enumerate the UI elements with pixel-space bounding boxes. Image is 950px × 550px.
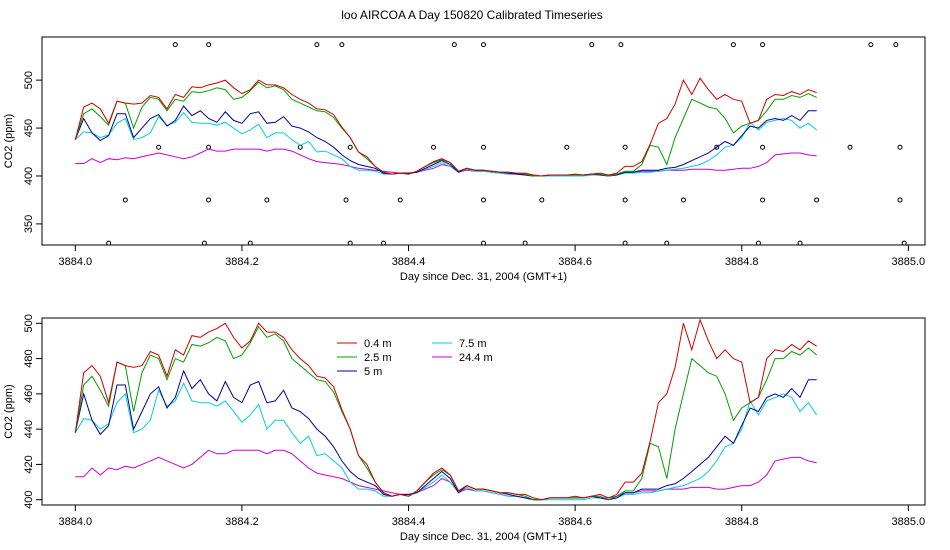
series-line-0-4-m bbox=[74, 77, 817, 177]
calibration-point bbox=[347, 144, 353, 150]
calibration-point bbox=[206, 197, 212, 203]
x-tick-label: 3885.0 bbox=[892, 516, 926, 528]
calibration-point bbox=[755, 240, 761, 245]
plot-frame bbox=[41, 36, 926, 246]
calibration-point bbox=[347, 240, 353, 245]
calibration-point bbox=[814, 197, 820, 203]
calibration-point bbox=[264, 197, 270, 203]
series-line-24-4-m bbox=[75, 148, 817, 177]
x-axis-label: Day since Dec. 31, 2004 (GMT+1) bbox=[400, 271, 567, 283]
legend-label: 0.4 m bbox=[364, 338, 392, 350]
y-axis-label: CO2 (ppm) bbox=[3, 384, 15, 438]
calibration-point bbox=[172, 42, 178, 48]
calibration-point bbox=[714, 144, 720, 150]
calibration-point bbox=[897, 144, 903, 150]
y-tick-label: 450 bbox=[23, 119, 35, 137]
y-tick-label: 500 bbox=[23, 314, 35, 332]
x-tick-label: 3884.8 bbox=[725, 256, 759, 268]
calibration-point bbox=[589, 42, 595, 48]
calibration-point bbox=[247, 240, 253, 245]
x-tick-label: 3884.2 bbox=[225, 516, 259, 528]
calibration-point bbox=[339, 42, 345, 48]
calibration-point bbox=[622, 144, 628, 150]
series-line-2-5-m bbox=[74, 325, 818, 501]
legend: 0.4 m 2.5 m 5 m 7.5 m 24.4 m bbox=[337, 338, 493, 378]
legend-label: 2.5 m bbox=[364, 352, 392, 364]
x-tick-label: 3884.8 bbox=[725, 516, 759, 528]
y-tick-label: 350 bbox=[23, 215, 35, 233]
x-tick-label: 3884.4 bbox=[392, 516, 426, 528]
calibration-point bbox=[564, 144, 570, 150]
x-tick-label: 3884.0 bbox=[58, 256, 92, 268]
series-line-5-m bbox=[74, 369, 817, 501]
calibration-point bbox=[451, 42, 457, 48]
y-axis-label: CO2 (ppm) bbox=[3, 114, 15, 168]
calibration-point bbox=[847, 144, 853, 150]
calibration-point bbox=[893, 42, 899, 48]
plot-area bbox=[74, 318, 818, 501]
calibration-point bbox=[664, 240, 670, 245]
y-tick-label: 460 bbox=[23, 385, 35, 403]
figure-title: loo AIRCOA A Day 150820 Calibrated Times… bbox=[341, 8, 602, 22]
y-tick-label: 400 bbox=[23, 491, 35, 509]
series-line-24-4-m bbox=[75, 449, 817, 501]
calibration-point bbox=[760, 197, 766, 203]
x-tick-label: 3885.0 bbox=[892, 256, 926, 268]
calibration-point bbox=[622, 197, 628, 203]
calibration-point bbox=[618, 42, 624, 48]
series-line-5-m bbox=[74, 105, 817, 177]
series-line-7-5-m bbox=[74, 111, 818, 177]
series-line-0-4-m bbox=[74, 318, 817, 501]
x-tick-label: 3884.0 bbox=[58, 516, 92, 528]
y-tick-label: 420 bbox=[23, 455, 35, 473]
y-tick-label: 480 bbox=[23, 349, 35, 367]
x-tick-label: 3884.4 bbox=[392, 256, 426, 268]
plot-frame bbox=[41, 317, 926, 506]
calibration-point bbox=[730, 42, 736, 48]
y-tick-label: 440 bbox=[23, 420, 35, 438]
x-tick-label: 3884.2 bbox=[225, 256, 259, 268]
legend-label: 5 m bbox=[364, 366, 382, 378]
calibration-point bbox=[797, 240, 803, 245]
calibration-point bbox=[122, 197, 128, 203]
series-line-7-5-m bbox=[74, 382, 818, 501]
calibration-point bbox=[106, 240, 112, 245]
calibration-point bbox=[314, 42, 320, 48]
calibration-point bbox=[481, 144, 486, 150]
x-tick-label: 3884.6 bbox=[558, 516, 592, 528]
bottom-panel: 3884.0 3884.2 3884.4 3884.6 3884.8 3885.0 400 4… bbox=[3, 314, 926, 543]
calibration-point bbox=[760, 42, 766, 48]
calibration-point bbox=[156, 144, 162, 150]
calibration-point bbox=[481, 240, 486, 245]
calibration-point bbox=[680, 197, 686, 203]
calibration-point bbox=[901, 240, 907, 245]
calibration-point bbox=[539, 197, 545, 203]
y-tick-label: 400 bbox=[23, 167, 35, 185]
calibration-point bbox=[522, 240, 528, 245]
calibration-point bbox=[397, 197, 403, 203]
x-axis-label: Day since Dec. 31, 2004 (GMT+1) bbox=[400, 531, 567, 543]
calibration-point bbox=[760, 144, 766, 150]
calibration-point bbox=[481, 42, 486, 48]
calibration-point bbox=[201, 240, 207, 245]
calibration-point bbox=[343, 197, 349, 203]
legend-label: 7.5 m bbox=[459, 338, 487, 350]
calibration-point bbox=[206, 42, 212, 48]
x-tick-label: 3884.6 bbox=[558, 256, 592, 268]
y-tick-label: 500 bbox=[23, 71, 35, 89]
calibration-point bbox=[481, 197, 486, 203]
legend-label: 24.4 m bbox=[459, 352, 493, 364]
calibration-point bbox=[868, 42, 874, 48]
calibration-point bbox=[431, 144, 437, 150]
top-panel: 3884.0 3884.2 3884.4 3884.6 3884.8 3885.0 350 4… bbox=[3, 36, 926, 283]
plot-area bbox=[74, 42, 907, 245]
calibration-point bbox=[381, 240, 387, 245]
calibration-point bbox=[622, 240, 628, 245]
calibration-point bbox=[897, 197, 903, 203]
